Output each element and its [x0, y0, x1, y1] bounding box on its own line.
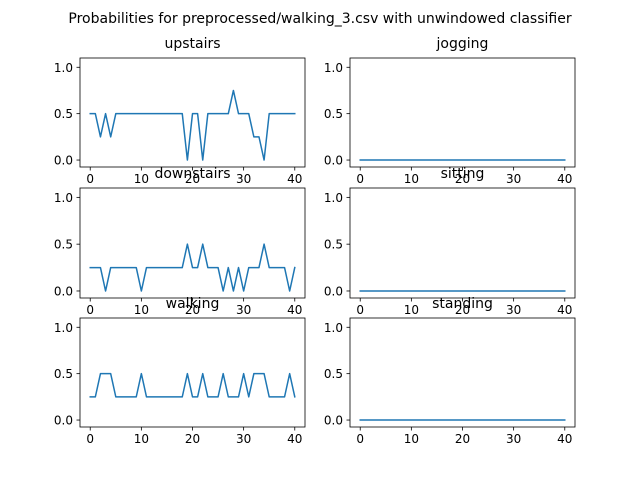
- subplot-title: jogging: [436, 36, 489, 52]
- series-line: [89, 89, 296, 161]
- x-tick-label: 40: [287, 303, 302, 317]
- y-tick-label: 0.5: [324, 238, 343, 252]
- x-tick-label: 40: [287, 432, 302, 446]
- y-tick-label: 0.0: [54, 284, 73, 298]
- x-tick-label: 0: [356, 432, 364, 446]
- x-tick-label: 30: [236, 172, 251, 186]
- subplot-upstairs: 0 10 20 30 40 0.0 0.5 1.0 upstairs: [54, 36, 306, 186]
- y-tick-label: 0.5: [324, 367, 343, 381]
- y-tick-label: 1.0: [54, 191, 73, 205]
- x-tick-label: 20: [185, 432, 200, 446]
- y-tick-label: 1.0: [324, 191, 343, 205]
- x-tick-label: 10: [134, 432, 149, 446]
- series-line: [89, 243, 296, 292]
- x-tick-label: 30: [506, 303, 521, 317]
- y-tick-label: 0.5: [54, 367, 73, 381]
- subplot-title: walking: [166, 296, 220, 312]
- subplot-title: standing: [432, 296, 493, 312]
- subplot-walking: 0 10 20 30 40 0.0 0.5 1.0 walking: [54, 296, 306, 446]
- x-tick-label: 10: [404, 303, 419, 317]
- y-tick-label: 0.0: [324, 414, 343, 428]
- subplot-jogging: 0 10 20 30 40 0.0 0.5 1.0 jogging: [324, 36, 576, 186]
- x-tick-label: 40: [557, 172, 572, 186]
- x-tick-label: 40: [287, 172, 302, 186]
- x-tick-label: 20: [185, 303, 200, 317]
- subplot-title: upstairs: [164, 36, 220, 52]
- y-tick-label: 0.5: [54, 107, 73, 121]
- x-tick-label: 0: [86, 172, 94, 186]
- x-tick-label: 10: [134, 172, 149, 186]
- x-tick-label: 30: [236, 303, 251, 317]
- x-tick-label: 20: [455, 303, 470, 317]
- y-tick-label: 1.0: [54, 61, 73, 75]
- x-tick-label: 30: [506, 172, 521, 186]
- subplot-title: sitting: [441, 166, 485, 182]
- y-tick-label: 0.0: [54, 414, 73, 428]
- subplot-grid: 0 10 20 30 40 0.0 0.5 1.0 upstairs 0 10 20 30 40 0.0 0.…: [54, 36, 576, 446]
- x-tick-label: 40: [557, 303, 572, 317]
- x-tick-label: 10: [404, 432, 419, 446]
- x-tick-label: 0: [356, 303, 364, 317]
- subplot-sitting: 0 10 20 30 40 0.0 0.5 1.0 sitting: [324, 166, 576, 317]
- x-tick-label: 10: [134, 303, 149, 317]
- x-tick-label: 30: [236, 432, 251, 446]
- x-tick-label: 20: [185, 172, 200, 186]
- subplot-title: downstairs: [154, 166, 230, 182]
- x-tick-label: 0: [86, 432, 94, 446]
- series-line: [89, 372, 296, 398]
- x-tick-label: 20: [455, 172, 470, 186]
- y-tick-label: 0.0: [54, 154, 73, 168]
- x-tick-label: 0: [86, 303, 94, 317]
- figure-suptitle: Probabilities for preprocessed/walking_3…: [68, 11, 571, 27]
- x-tick-label: 40: [557, 432, 572, 446]
- y-tick-label: 0.0: [324, 154, 343, 168]
- y-tick-label: 1.0: [54, 321, 73, 335]
- x-tick-label: 0: [356, 172, 364, 186]
- x-tick-label: 20: [455, 432, 470, 446]
- y-tick-label: 0.0: [324, 284, 343, 298]
- x-tick-label: 30: [506, 432, 521, 446]
- subplot-downstairs: 0 10 20 30 40 0.0 0.5 1.0 downstairs: [54, 166, 306, 317]
- y-tick-label: 1.0: [324, 321, 343, 335]
- y-tick-label: 1.0: [324, 61, 343, 75]
- subplot-standing: 0 10 20 30 40 0.0 0.5 1.0 standing: [324, 296, 576, 446]
- y-tick-label: 0.5: [54, 238, 73, 252]
- y-tick-label: 0.5: [324, 107, 343, 121]
- x-tick-label: 10: [404, 172, 419, 186]
